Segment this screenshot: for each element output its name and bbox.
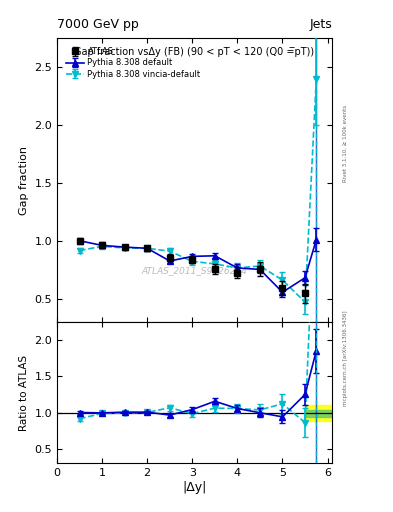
Y-axis label: Gap fraction: Gap fraction bbox=[19, 145, 29, 215]
Text: Gap fraction vsΔy (FB) (90 < pT < 120 (Q0 =̅​pT)): Gap fraction vsΔy (FB) (90 < pT < 120 (Q… bbox=[74, 47, 315, 57]
Text: mcplots.cern.ch [arXiv:1306.3436]: mcplots.cern.ch [arXiv:1306.3436] bbox=[343, 311, 348, 406]
Text: ATLAS_2011_S9126244: ATLAS_2011_S9126244 bbox=[141, 266, 248, 275]
Text: 7000 GeV pp: 7000 GeV pp bbox=[57, 18, 139, 31]
Y-axis label: Ratio to ATLAS: Ratio to ATLAS bbox=[19, 354, 29, 431]
X-axis label: |Δy|: |Δy| bbox=[182, 481, 207, 494]
Text: Jets: Jets bbox=[309, 18, 332, 31]
Text: Rivet 3.1.10, ≥ 100k events: Rivet 3.1.10, ≥ 100k events bbox=[343, 105, 348, 182]
Legend: ATLAS, Pythia 8.308 default, Pythia 8.308 vincia-default: ATLAS, Pythia 8.308 default, Pythia 8.30… bbox=[62, 44, 204, 82]
